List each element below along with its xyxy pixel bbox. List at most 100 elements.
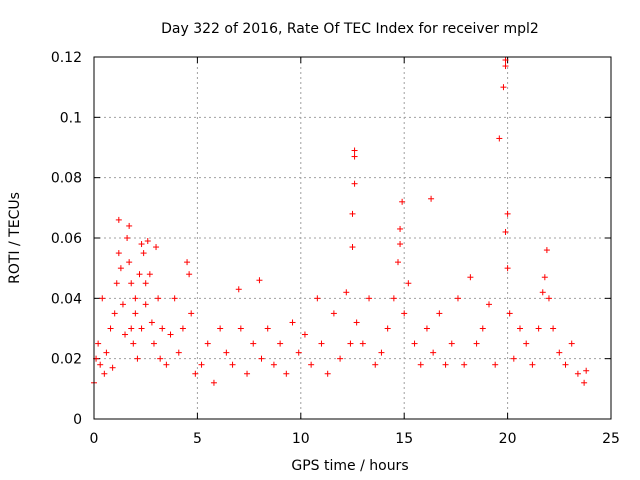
- x-tick-label: 20: [499, 431, 517, 447]
- data-point: [417, 361, 424, 368]
- tick-layer: 0 0.02 0.04 0.06 0.08 0.1 0.12 0 5 10 15 20 25: [51, 50, 620, 447]
- data-point: [130, 340, 137, 347]
- y-tick-label: 0: [73, 412, 82, 428]
- data-point: [122, 331, 129, 338]
- data-point: [568, 340, 575, 347]
- data-point: [500, 84, 507, 91]
- data-point: [541, 274, 548, 281]
- data-point: [510, 355, 517, 362]
- data-point: [390, 295, 397, 302]
- data-point: [353, 319, 360, 326]
- data-point: [430, 349, 437, 356]
- data-point: [184, 259, 191, 266]
- data-point: [351, 180, 358, 187]
- data-point: [351, 147, 358, 154]
- data-point: [436, 310, 443, 317]
- data-point: [223, 349, 230, 356]
- data-point: [198, 361, 205, 368]
- data-point: [347, 340, 354, 347]
- chart-title: Day 322 of 2016, Rate Of TEC Index for r…: [161, 21, 539, 37]
- x-tick-label: 25: [602, 431, 620, 447]
- data-point: [235, 286, 242, 293]
- data-point: [157, 355, 164, 362]
- data-point: [111, 310, 118, 317]
- y-tick-label: 0.06: [51, 231, 82, 247]
- data-point: [314, 295, 321, 302]
- data-point: [97, 361, 104, 368]
- data-point: [244, 370, 251, 377]
- data-point: [144, 238, 151, 245]
- data-point: [119, 301, 126, 308]
- x-tick-label: 0: [90, 431, 99, 447]
- data-point: [289, 319, 296, 326]
- data-point: [496, 135, 503, 142]
- data-point: [394, 259, 401, 266]
- data-point: [192, 370, 199, 377]
- data-point: [473, 340, 480, 347]
- data-point: [397, 241, 404, 248]
- data-point: [150, 340, 157, 347]
- data-point: [378, 349, 385, 356]
- data-point: [543, 247, 550, 254]
- data-point: [270, 361, 277, 368]
- data-point: [237, 325, 244, 332]
- data-point: [318, 340, 325, 347]
- data-point: [101, 370, 108, 377]
- y-tick-label: 0.04: [51, 291, 82, 307]
- data-point: [138, 325, 145, 332]
- data-point: [128, 280, 135, 287]
- data-point: [140, 250, 147, 257]
- data-point: [132, 310, 139, 317]
- data-point: [115, 216, 122, 223]
- data-point: [574, 370, 581, 377]
- data-point: [448, 340, 455, 347]
- data-point: [217, 325, 224, 332]
- data-point: [384, 325, 391, 332]
- data-point: [428, 195, 435, 202]
- x-tick-label: 15: [395, 431, 413, 447]
- y-tick-label: 0.08: [51, 171, 82, 187]
- data-point: [163, 361, 170, 368]
- data-point: [117, 265, 124, 272]
- data-point: [539, 289, 546, 296]
- data-point: [324, 370, 331, 377]
- data-point: [502, 228, 509, 235]
- data-point: [126, 259, 133, 266]
- data-point: [210, 379, 217, 386]
- data-point: [545, 295, 552, 302]
- data-point: [277, 340, 284, 347]
- data-point: [308, 361, 315, 368]
- data-point: [349, 244, 356, 251]
- data-point: [562, 361, 569, 368]
- data-point: [264, 325, 271, 332]
- data-point: [155, 295, 162, 302]
- y-tick-label: 0.1: [60, 110, 82, 126]
- data-point: [171, 295, 178, 302]
- data-point: [95, 340, 102, 347]
- data-point: [405, 280, 412, 287]
- y-tick-label: 0.12: [51, 50, 82, 66]
- data-point: [124, 235, 131, 241]
- data-point: [442, 361, 449, 368]
- data-point: [113, 280, 120, 287]
- x-tick-label: 10: [292, 431, 310, 447]
- data-point: [115, 250, 122, 257]
- data-point: [423, 325, 430, 332]
- x-tick-label: 5: [193, 431, 202, 447]
- data-point: [479, 325, 486, 332]
- data-point: [504, 210, 511, 217]
- data-point: [128, 325, 135, 332]
- data-point: [535, 325, 542, 332]
- data-point: [179, 325, 186, 332]
- data-point: [136, 271, 143, 278]
- data-point: [502, 63, 509, 70]
- data-point: [134, 355, 141, 362]
- plot-frame: [93, 56, 612, 420]
- data-point: [229, 361, 236, 368]
- grid-layer: [94, 57, 611, 419]
- data-point: [502, 57, 509, 64]
- data-point: [485, 301, 492, 308]
- data-point: [148, 319, 155, 326]
- data-point: [467, 274, 474, 281]
